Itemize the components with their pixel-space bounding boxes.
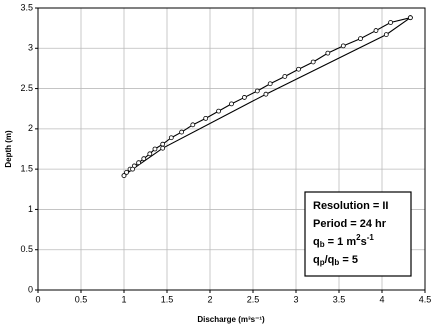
annotation-text: -1 [367, 233, 375, 242]
annotation-line: qb = 1 m2s-1 [313, 233, 374, 249]
data-point [358, 36, 363, 42]
data-point [267, 81, 273, 87]
data-point [310, 59, 316, 65]
annotation-line: Period = 24 hr [313, 218, 387, 230]
data-point [168, 135, 174, 141]
plot-frame [37, 7, 426, 291]
data-point [179, 129, 185, 135]
data-point [383, 32, 389, 37]
annotation-text: 2 [356, 233, 361, 242]
data-point [340, 43, 346, 49]
data-point [325, 50, 331, 56]
y-tick-label: 3.5 [20, 2, 33, 12]
data-point [407, 15, 413, 21]
x-tick-label: 4 [379, 294, 384, 304]
y-tick-label: 2.5 [20, 83, 33, 93]
data-point [229, 101, 234, 107]
data-point [296, 66, 301, 72]
y-tick-label: 0.5 [20, 244, 33, 254]
x-tick-label: 3.5 [333, 294, 346, 304]
annotation-line: qp/qb = 5 [313, 254, 358, 267]
y-tick-label: 1.5 [20, 164, 33, 174]
data-point [130, 166, 136, 172]
annotation-text: = 5 [339, 254, 358, 266]
data-point [263, 91, 269, 97]
annotation-text: b [320, 240, 325, 249]
x-tick-label: 0.5 [75, 294, 88, 304]
x-tick-label: 0 [35, 294, 40, 304]
y-tick-label: 2 [28, 123, 33, 133]
x-tick-label: 2 [207, 294, 212, 304]
y-axis-title: Depth (m) [4, 130, 13, 168]
y-tick-label: 1 [28, 204, 33, 214]
data-point [141, 156, 147, 162]
data-point [124, 169, 129, 175]
y-tick-label: 3 [28, 43, 33, 53]
annotation-text: q [313, 254, 320, 266]
data-point [254, 88, 260, 94]
data-point [373, 28, 379, 33]
data-point [136, 160, 142, 166]
data-point [152, 146, 158, 152]
data-point [147, 151, 153, 157]
annotation-text: Resolution = II [313, 200, 388, 212]
annotation-text: q [313, 236, 320, 248]
data-point [216, 108, 222, 114]
x-tick-label: 1.5 [161, 294, 174, 304]
data-point [160, 141, 166, 147]
annotation-text: = 1 m [325, 236, 357, 248]
annotation-text: b [334, 258, 339, 267]
data-point [241, 95, 247, 100]
x-tick-label: 1 [121, 294, 126, 304]
annotation-text: p [320, 258, 325, 267]
x-tick-label: 2.5 [247, 294, 260, 304]
data-point [203, 115, 209, 121]
annotation-line: Resolution = II [313, 200, 388, 212]
x-tick-label: 4.5 [419, 294, 432, 304]
data-point [190, 122, 196, 128]
annotation-text: Period = 24 hr [313, 218, 387, 230]
y-tick-label: 0 [28, 284, 33, 294]
annotation-box [304, 191, 412, 277]
data-point [121, 173, 127, 178]
data-point [388, 20, 394, 25]
data-point [160, 145, 166, 151]
x-axis-title: Discharge (m³s⁻¹) [197, 315, 265, 324]
annotation-text: s [361, 236, 367, 248]
data-point [282, 74, 288, 79]
annotation-text: /q [325, 254, 335, 266]
x-tick-label: 3 [293, 294, 298, 304]
